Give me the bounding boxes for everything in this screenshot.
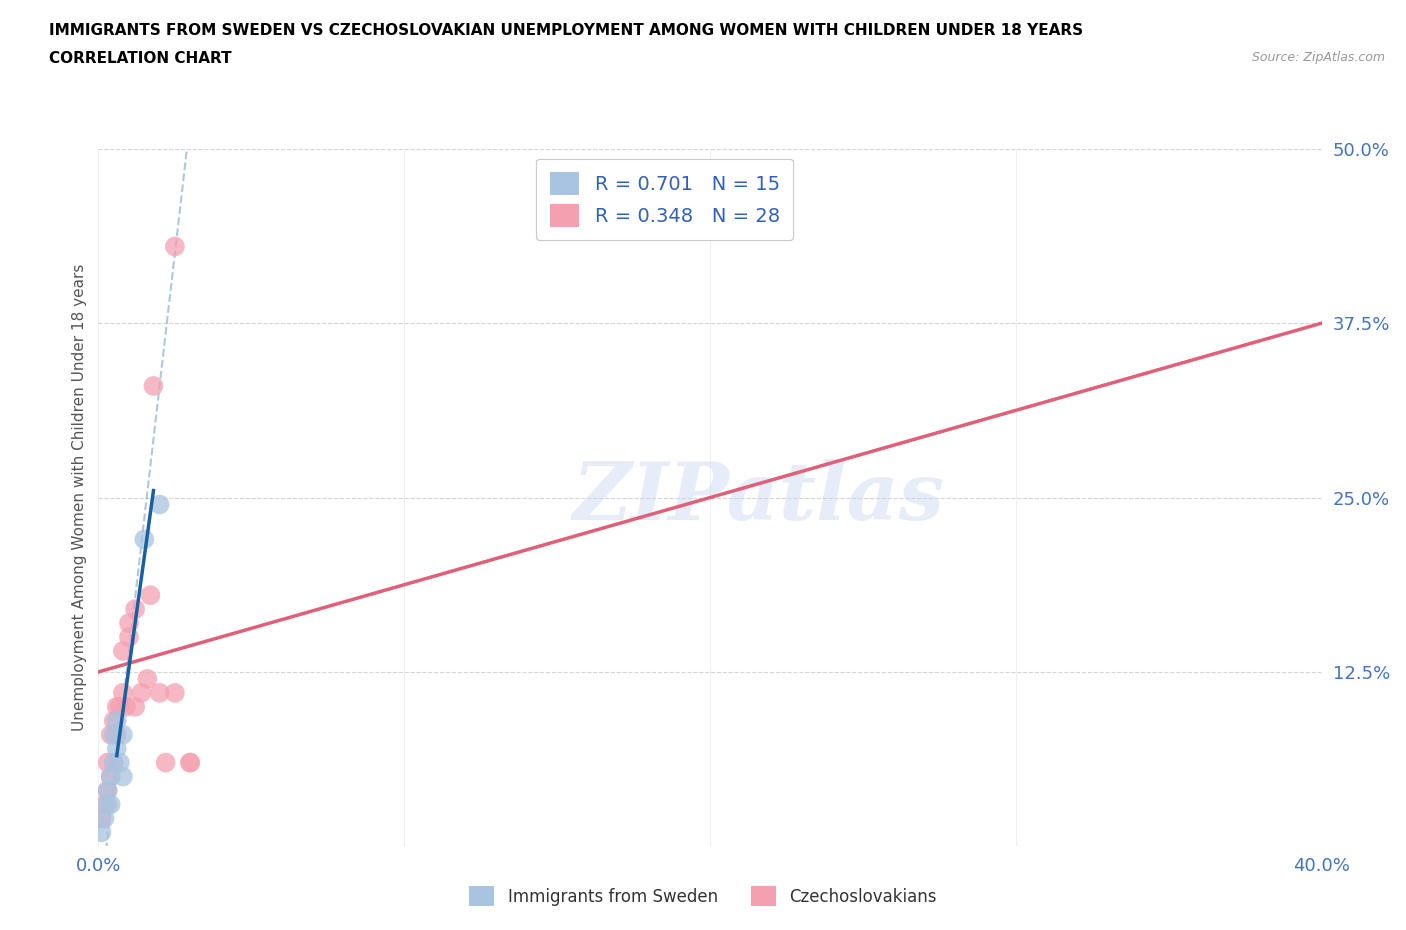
Point — [105, 741, 128, 756]
Point — [100, 797, 122, 812]
Point — [90, 825, 112, 840]
Point — [118, 616, 141, 631]
Point — [100, 727, 122, 742]
Y-axis label: Unemployment Among Women with Children Under 18 years: Unemployment Among Women with Children U… — [72, 264, 87, 731]
Point — [97, 783, 120, 798]
Point — [103, 727, 125, 742]
Text: CORRELATION CHART: CORRELATION CHART — [49, 51, 232, 66]
Point — [97, 797, 120, 812]
Point — [90, 811, 112, 826]
Point — [111, 685, 134, 700]
Text: IMMIGRANTS FROM SWEDEN VS CZECHOSLOVAKIAN UNEMPLOYMENT AMONG WOMEN WITH CHILDREN: IMMIGRANTS FROM SWEDEN VS CZECHOSLOVAKIA… — [49, 23, 1084, 38]
Point — [179, 755, 201, 770]
Point — [129, 685, 152, 700]
Point — [118, 630, 141, 644]
Point — [142, 379, 165, 393]
Point — [103, 713, 125, 728]
Point — [149, 498, 172, 512]
Point — [149, 685, 172, 700]
Legend: R = 0.701   N = 15, R = 0.348   N = 28: R = 0.701 N = 15, R = 0.348 N = 28 — [536, 158, 793, 240]
Point — [97, 783, 120, 798]
Point — [93, 797, 115, 812]
Point — [139, 588, 162, 603]
Point — [111, 727, 134, 742]
Point — [103, 755, 125, 770]
Point — [124, 699, 146, 714]
Point — [108, 699, 131, 714]
Point — [97, 755, 120, 770]
Point — [136, 671, 159, 686]
Point — [111, 644, 134, 658]
Point — [179, 755, 201, 770]
Point — [93, 811, 115, 826]
Point — [100, 769, 122, 784]
Point — [124, 602, 146, 617]
Text: ZIPatlas: ZIPatlas — [572, 458, 945, 537]
Text: Source: ZipAtlas.com: Source: ZipAtlas.com — [1251, 51, 1385, 64]
Point — [163, 685, 186, 700]
Point — [163, 239, 186, 254]
Point — [108, 755, 131, 770]
Point — [105, 727, 128, 742]
Point — [134, 532, 156, 547]
Point — [105, 699, 128, 714]
Point — [105, 713, 128, 728]
Legend: Immigrants from Sweden, Czechoslovakians: Immigrants from Sweden, Czechoslovakians — [463, 880, 943, 912]
Point — [100, 769, 122, 784]
Point — [155, 755, 177, 770]
Point — [115, 699, 138, 714]
Point — [103, 755, 125, 770]
Point — [111, 769, 134, 784]
